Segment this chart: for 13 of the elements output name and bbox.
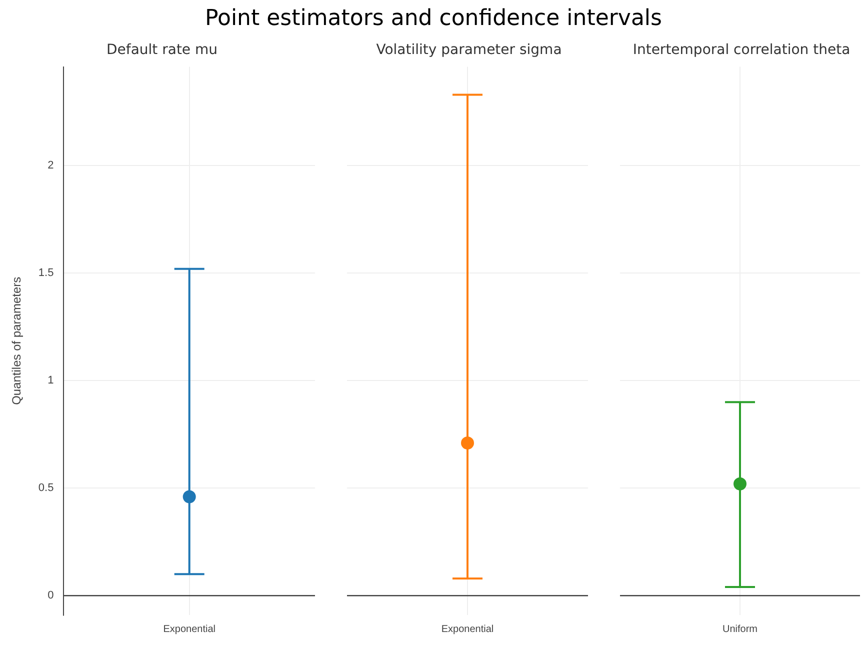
y-tick-label: 0.5: [38, 482, 54, 494]
y-tick-label: 1: [48, 374, 54, 387]
y-tick-label: 1.5: [38, 267, 54, 280]
text: Point estimators and confidence intervals: [204, 6, 663, 31]
y-tick-label: 2: [48, 160, 54, 172]
y-tick-label: 0: [48, 590, 54, 602]
x-tick-label: Exponential: [163, 624, 216, 635]
chart-subtitle: Intertemporal correlation theta: [632, 42, 850, 58]
chart-subtitle: Default rate mu: [106, 42, 218, 58]
y-axis-title: Quantiles of parameters: [10, 276, 24, 405]
chart-subtitle: Volatility parameter sigma: [376, 42, 562, 58]
x-tick-label: Uniform: [722, 624, 758, 635]
x-tick-label: Exponential: [441, 624, 494, 635]
